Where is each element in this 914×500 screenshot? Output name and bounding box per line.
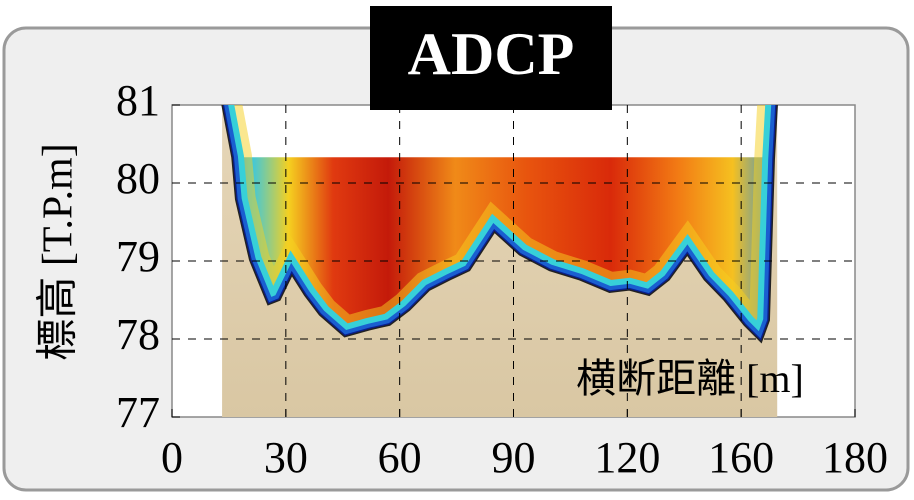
x-axis-label: 横断距離 [m] (576, 356, 804, 401)
x-tick-label: 30 (264, 433, 308, 482)
chart: ADCP 横断距離 [m] 標高 [T.P.m] 0 30 60 90 120 160 18… (0, 0, 914, 495)
y-tick-label: 78 (116, 310, 160, 359)
y-tick-label: 80 (116, 154, 160, 203)
y-tick-label: 77 (116, 388, 160, 437)
x-tick-label: 180 (822, 433, 888, 482)
x-tick-label: 0 (161, 433, 183, 482)
x-tick-label: 120 (594, 433, 660, 482)
y-axis-label: 標高 [T.P.m] (36, 143, 82, 360)
y-tick-label: 79 (116, 232, 160, 281)
x-tick-label: 60 (378, 433, 422, 482)
x-tick-label: 90 (492, 433, 536, 482)
y-tick-label: 81 (116, 76, 160, 125)
x-tick-label: 160 (708, 433, 774, 482)
chart-title: ADCP (408, 21, 575, 87)
